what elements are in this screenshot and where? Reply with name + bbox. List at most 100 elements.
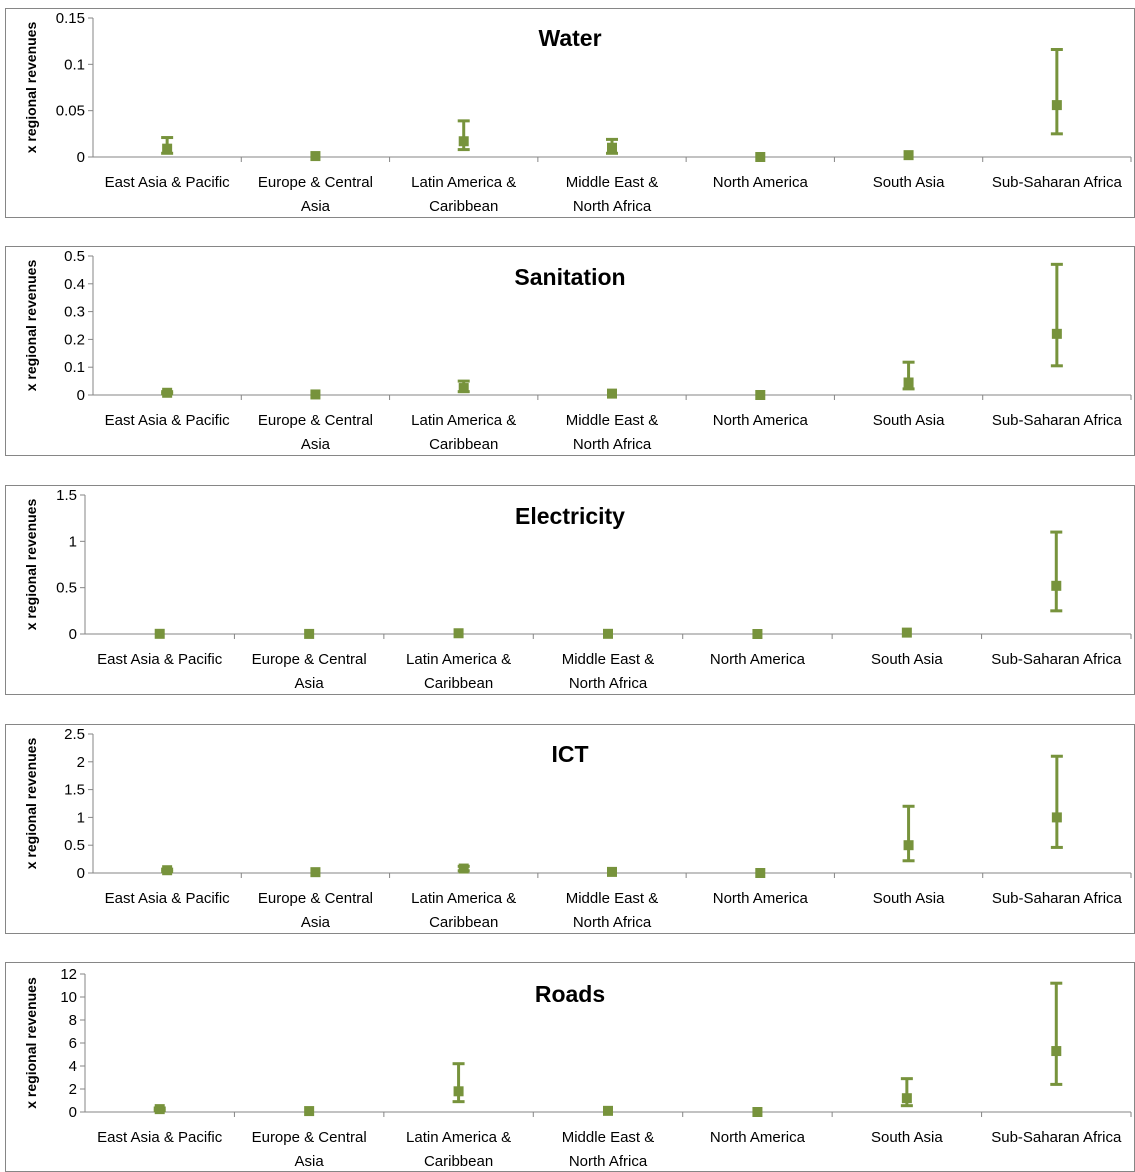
y-axis-label: x regional revenues bbox=[23, 499, 39, 631]
error-bar bbox=[902, 804, 915, 863]
data-point bbox=[901, 627, 912, 638]
x-tick-label: South Asia bbox=[873, 412, 945, 429]
data-point bbox=[154, 628, 165, 639]
x-tick-label: Sub-Saharan Africa bbox=[992, 890, 1123, 907]
y-tick-label: 1 bbox=[69, 533, 77, 550]
y-tick-label: 1 bbox=[77, 809, 85, 826]
x-tick-label: East Asia & Pacific bbox=[105, 412, 231, 429]
y-axis-label: x regional revenues bbox=[23, 738, 39, 870]
error-bar bbox=[1050, 754, 1063, 849]
y-tick-label: 0.5 bbox=[56, 580, 77, 597]
data-point bbox=[603, 628, 613, 639]
y-tick-label: 0 bbox=[77, 149, 85, 166]
y-tick-label: 0 bbox=[69, 1104, 77, 1121]
data-point bbox=[162, 865, 173, 876]
x-tick-label: North America bbox=[710, 1129, 806, 1146]
x-tick-label: Sub-Saharan Africa bbox=[992, 174, 1123, 191]
x-tick-label: Latin America & Caribbean bbox=[411, 412, 516, 453]
data-point bbox=[162, 143, 173, 154]
x-tick-label: South Asia bbox=[871, 651, 943, 668]
x-tick-label: Sub-Saharan Africa bbox=[992, 412, 1123, 429]
y-axis-label: x regional revenues bbox=[23, 977, 39, 1109]
chart-title: Water bbox=[538, 25, 601, 51]
x-tick-label: Middle East & North Africa bbox=[566, 890, 659, 931]
x-tick-label: Middle East & North Africa bbox=[566, 412, 659, 453]
y-tick-label: 0.15 bbox=[56, 10, 85, 27]
y-tick-label: 0 bbox=[77, 387, 85, 404]
x-tick-label: Middle East & North Africa bbox=[562, 1129, 655, 1170]
data-point bbox=[1051, 100, 1062, 111]
data-point bbox=[1051, 328, 1062, 339]
x-tick-label: South Asia bbox=[871, 1129, 943, 1146]
y-tick-label: 0.5 bbox=[64, 837, 85, 854]
x-tick-label: Latin America & Caribbean bbox=[406, 1129, 511, 1170]
data-point bbox=[458, 383, 469, 394]
y-tick-label: 8 bbox=[69, 1012, 77, 1029]
data-point bbox=[607, 142, 617, 153]
y-tick-label: 0.05 bbox=[56, 103, 85, 120]
y-tick-label: 4 bbox=[69, 1058, 77, 1075]
y-tick-label: 1.5 bbox=[56, 487, 77, 504]
y-tick-label: 6 bbox=[69, 1035, 77, 1052]
data-point bbox=[310, 151, 321, 162]
x-tick-label: Latin America & Caribbean bbox=[406, 651, 511, 692]
data-point bbox=[607, 388, 617, 399]
data-point bbox=[752, 629, 763, 639]
error-bar bbox=[1050, 48, 1063, 136]
x-tick-label: Sub-Saharan Africa bbox=[991, 651, 1122, 668]
x-tick-label: Europe & Central Asia bbox=[258, 174, 373, 215]
x-tick-label: East Asia & Pacific bbox=[105, 890, 231, 907]
data-point bbox=[154, 1104, 165, 1115]
chart-panel-water: Water x regional revenues 0 0.05 0.1 0.15 East… bbox=[5, 8, 1135, 218]
error-bar bbox=[1050, 530, 1063, 613]
chart-panel-roads: Roads x regional revenues 0 2 4 6 8 10 12 East As… bbox=[5, 962, 1135, 1172]
y-tick-label: 0.3 bbox=[64, 304, 85, 321]
y-axis-label: x regional revenues bbox=[23, 260, 39, 392]
data-point bbox=[1051, 812, 1062, 823]
data-point bbox=[603, 1105, 613, 1116]
chart-title: ICT bbox=[551, 741, 588, 767]
x-tick-label: Middle East & North Africa bbox=[566, 174, 659, 215]
x-tick-label: East Asia & Pacific bbox=[97, 1129, 223, 1146]
y-tick-label: 2 bbox=[69, 1081, 77, 1098]
y-tick-label: 0.4 bbox=[64, 276, 85, 293]
x-tick-label: Middle East & North Africa bbox=[562, 651, 655, 692]
data-point bbox=[310, 867, 321, 878]
y-tick-label: 2.5 bbox=[64, 726, 85, 743]
error-bar bbox=[1050, 262, 1063, 368]
y-tick-label: 0.1 bbox=[64, 56, 85, 73]
y-tick-label: 0.1 bbox=[64, 359, 85, 376]
data-point bbox=[607, 866, 617, 877]
y-tick-label: 0 bbox=[69, 626, 77, 643]
data-point bbox=[903, 840, 914, 851]
data-point bbox=[755, 152, 766, 162]
data-point bbox=[304, 1106, 315, 1117]
chart-panel-sanitation: Sanitation x regional revenues 0 0.1 0.2 0.3 0… bbox=[5, 246, 1135, 456]
chart-panel-electricity: Electricity x regional revenues 0 0.5 1 1.5 Ea… bbox=[5, 485, 1135, 695]
data-point bbox=[304, 628, 315, 639]
y-tick-label: 0 bbox=[77, 865, 85, 882]
x-tick-label: Latin America & Caribbean bbox=[411, 890, 516, 931]
y-tick-label: 0.2 bbox=[64, 331, 85, 348]
y-tick-label: 0.5 bbox=[64, 248, 85, 265]
data-point bbox=[310, 389, 321, 400]
data-point bbox=[453, 1086, 464, 1097]
y-axis-label: x regional revenues bbox=[23, 22, 39, 154]
chart-title: Roads bbox=[535, 981, 605, 1007]
x-tick-label: East Asia & Pacific bbox=[105, 174, 231, 191]
chart-title: Electricity bbox=[515, 503, 625, 529]
data-point bbox=[162, 387, 173, 398]
x-tick-label: South Asia bbox=[873, 174, 945, 191]
data-point bbox=[901, 1093, 912, 1104]
data-point bbox=[903, 150, 914, 161]
x-tick-label: East Asia & Pacific bbox=[97, 651, 223, 668]
chart-title: Sanitation bbox=[514, 264, 625, 290]
data-point bbox=[1051, 1046, 1062, 1057]
x-tick-label: Sub-Saharan Africa bbox=[991, 1129, 1122, 1146]
y-tick-label: 2 bbox=[77, 754, 85, 771]
data-point bbox=[755, 390, 766, 400]
y-tick-label: 12 bbox=[60, 966, 77, 983]
data-point bbox=[755, 868, 766, 878]
data-point bbox=[903, 377, 914, 388]
